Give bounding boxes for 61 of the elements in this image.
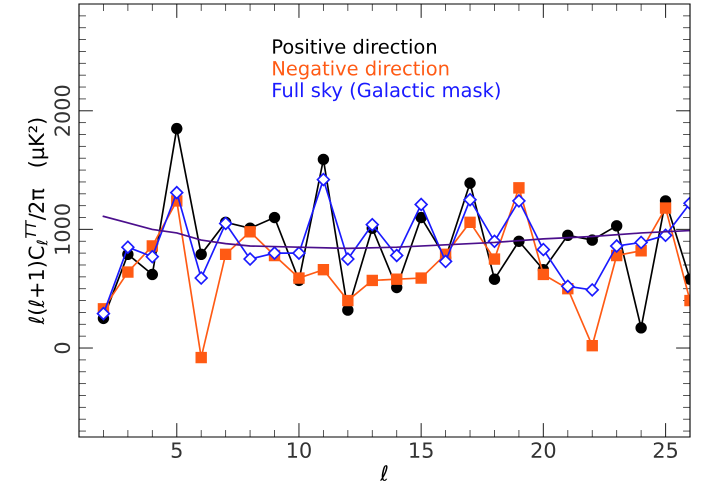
- x-tick-label: 20: [532, 442, 556, 458]
- point: [268, 246, 282, 260]
- point: [513, 182, 525, 194]
- point: [122, 266, 134, 278]
- point: [414, 198, 428, 212]
- point: [196, 248, 207, 260]
- point: [244, 226, 256, 238]
- point: [171, 122, 182, 134]
- point: [415, 272, 427, 284]
- point: [293, 272, 305, 284]
- point: [121, 240, 135, 254]
- point: [610, 220, 622, 232]
- point: [635, 322, 647, 334]
- point: [390, 248, 404, 262]
- point: [586, 340, 598, 352]
- x-tick-label: 15: [410, 442, 433, 458]
- point: [464, 216, 476, 228]
- point: [561, 280, 575, 294]
- point: [194, 271, 208, 285]
- point: [341, 252, 355, 266]
- point: [391, 274, 402, 285]
- x-axis-title: ℓ: [380, 465, 388, 481]
- point: [488, 253, 500, 265]
- y-tick-label: 2000: [54, 86, 70, 136]
- point: [316, 172, 330, 186]
- point: [318, 264, 330, 276]
- point: [660, 202, 672, 214]
- point: [415, 212, 427, 224]
- point: [366, 274, 378, 286]
- y-axis-title: ℓ(ℓ+1)C$_{ℓ}$$^{TT}$/2π (μK²): [25, 118, 48, 325]
- point: [96, 306, 110, 320]
- point: [220, 248, 232, 260]
- x-tick-label: 5: [172, 442, 182, 458]
- point: [463, 193, 477, 206]
- point: [512, 194, 526, 208]
- point: [146, 250, 160, 264]
- point: [170, 186, 184, 200]
- y-tick-label: 0: [54, 342, 70, 354]
- point: [610, 239, 624, 253]
- text: Full sky (Galactic mask): [273, 82, 500, 102]
- x-tick-label: 10: [288, 442, 311, 458]
- point: [488, 274, 500, 285]
- point: [318, 154, 330, 166]
- point: [218, 216, 232, 230]
- y-tick-label: 1000: [54, 204, 70, 254]
- point: [586, 283, 599, 297]
- text: Positive direction: [273, 38, 436, 54]
- point: [146, 268, 158, 280]
- x-tick-label: 25: [654, 442, 677, 458]
- point: [634, 236, 648, 250]
- point: [342, 294, 354, 306]
- text: Negative direction: [273, 60, 448, 80]
- point: [438, 254, 452, 268]
- point: [268, 212, 280, 224]
- point: [243, 252, 257, 266]
- point: [538, 268, 550, 280]
- point: [536, 242, 550, 256]
- point: [292, 246, 306, 260]
- point: [196, 352, 207, 364]
- point: [464, 177, 476, 189]
- point: [366, 218, 380, 232]
